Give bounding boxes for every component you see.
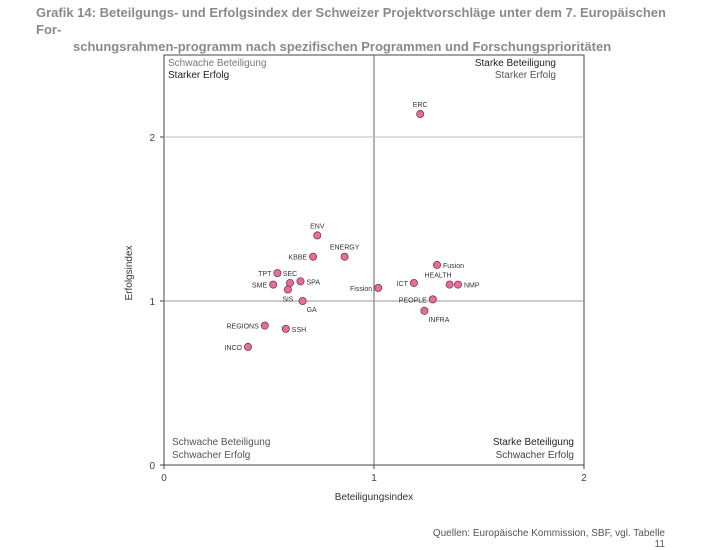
quadrant-bottom-right-line2: Schwacher Erfolg	[496, 450, 574, 461]
point-tpt	[273, 269, 282, 278]
point-label-health: HEALTH	[424, 273, 451, 280]
point-label-people: PEOPLE	[399, 297, 427, 304]
point-label-sis: SiS	[282, 297, 293, 304]
quadrant-bottom-right-line1: Starke Beteiligung	[493, 437, 574, 448]
point-label-kbbe: KBBE	[288, 255, 307, 262]
point-regions	[260, 321, 269, 330]
point-label-spa: SPA	[307, 279, 321, 286]
point-sec	[285, 278, 294, 287]
point-infra	[420, 306, 429, 315]
point-label-ga: GA	[307, 307, 317, 314]
point-kbbe	[309, 252, 318, 261]
chart-title-line2: schungsrahmen-programm nach spezifischen…	[73, 39, 612, 54]
point-ssh	[281, 324, 290, 333]
y-tick-label-1: 1	[149, 297, 155, 308]
quadrant-top-left-line1: Schwache Beteiligung	[168, 58, 266, 69]
y-axis-label: Erfolgsindex	[124, 245, 135, 300]
y-tick-label-2: 2	[149, 133, 155, 144]
point-label-infra: INFRA	[428, 317, 449, 324]
point-label-fusion: Fusion	[443, 263, 464, 270]
chart-title-line1: Grafik 14: Beteilgungs- und Erfolgsindex…	[36, 5, 666, 37]
y-tick-label-0: 0	[149, 461, 155, 472]
data-points: ERC ENV ENERGY KBBE TPT SEC SPA SME SiS GA Fission…	[225, 102, 480, 352]
point-sis	[283, 285, 292, 294]
point-env	[313, 231, 322, 240]
x-axis-label: Beteiligungsindex	[335, 492, 413, 503]
quadrant-bottom-left-line1: Schwache Beteiligung	[172, 437, 270, 448]
point-label-ict: ICT	[397, 281, 409, 288]
point-sme	[269, 280, 278, 289]
point-inco	[243, 342, 252, 351]
point-ict	[409, 278, 418, 287]
point-label-fission: Fission	[350, 286, 372, 293]
point-energy	[340, 252, 349, 261]
point-label-env: ENV	[310, 223, 325, 230]
point-fusion	[432, 260, 441, 269]
point-health	[445, 280, 454, 289]
x-tick-label-0: 0	[161, 473, 167, 484]
point-fission	[374, 283, 383, 292]
x-tick-label-2: 2	[581, 473, 587, 484]
point-spa	[296, 277, 305, 286]
point-label-tpt: TPT	[258, 271, 272, 278]
point-erc	[416, 110, 425, 119]
quadrant-top-right-line1: Starke Beteiligung	[475, 58, 556, 69]
point-label-sme: SME	[252, 283, 268, 290]
point-label-inco: INCO	[225, 345, 243, 352]
point-label-nmp: NMP	[464, 283, 480, 290]
quadrant-bottom-left-line2: Schwacher Erfolg	[172, 450, 250, 461]
point-ga	[298, 296, 307, 305]
point-label-energy: ENERGY	[330, 245, 360, 252]
quadrant-top-right-line2: Starker Erfolg	[495, 70, 556, 81]
point-nmp	[453, 280, 462, 289]
chart-title: Grafik 14: Beteilgungs- und Erfolgsindex…	[36, 4, 676, 55]
x-tick-label-1: 1	[371, 473, 377, 484]
point-label-erc: ERC	[413, 102, 428, 109]
point-label-regions: REGIONS	[227, 324, 260, 331]
axis-ticks: 0 1 2 0 1 2	[149, 133, 587, 484]
point-label-sec: SEC	[283, 271, 297, 278]
quadrant-top-left-line2: Starker Erfolg	[168, 70, 229, 81]
point-label-ssh: SSH	[292, 327, 306, 334]
source-note: Quellen: Europäische Kommission, SBF, vg…	[432, 528, 665, 550]
point-people	[428, 295, 437, 304]
